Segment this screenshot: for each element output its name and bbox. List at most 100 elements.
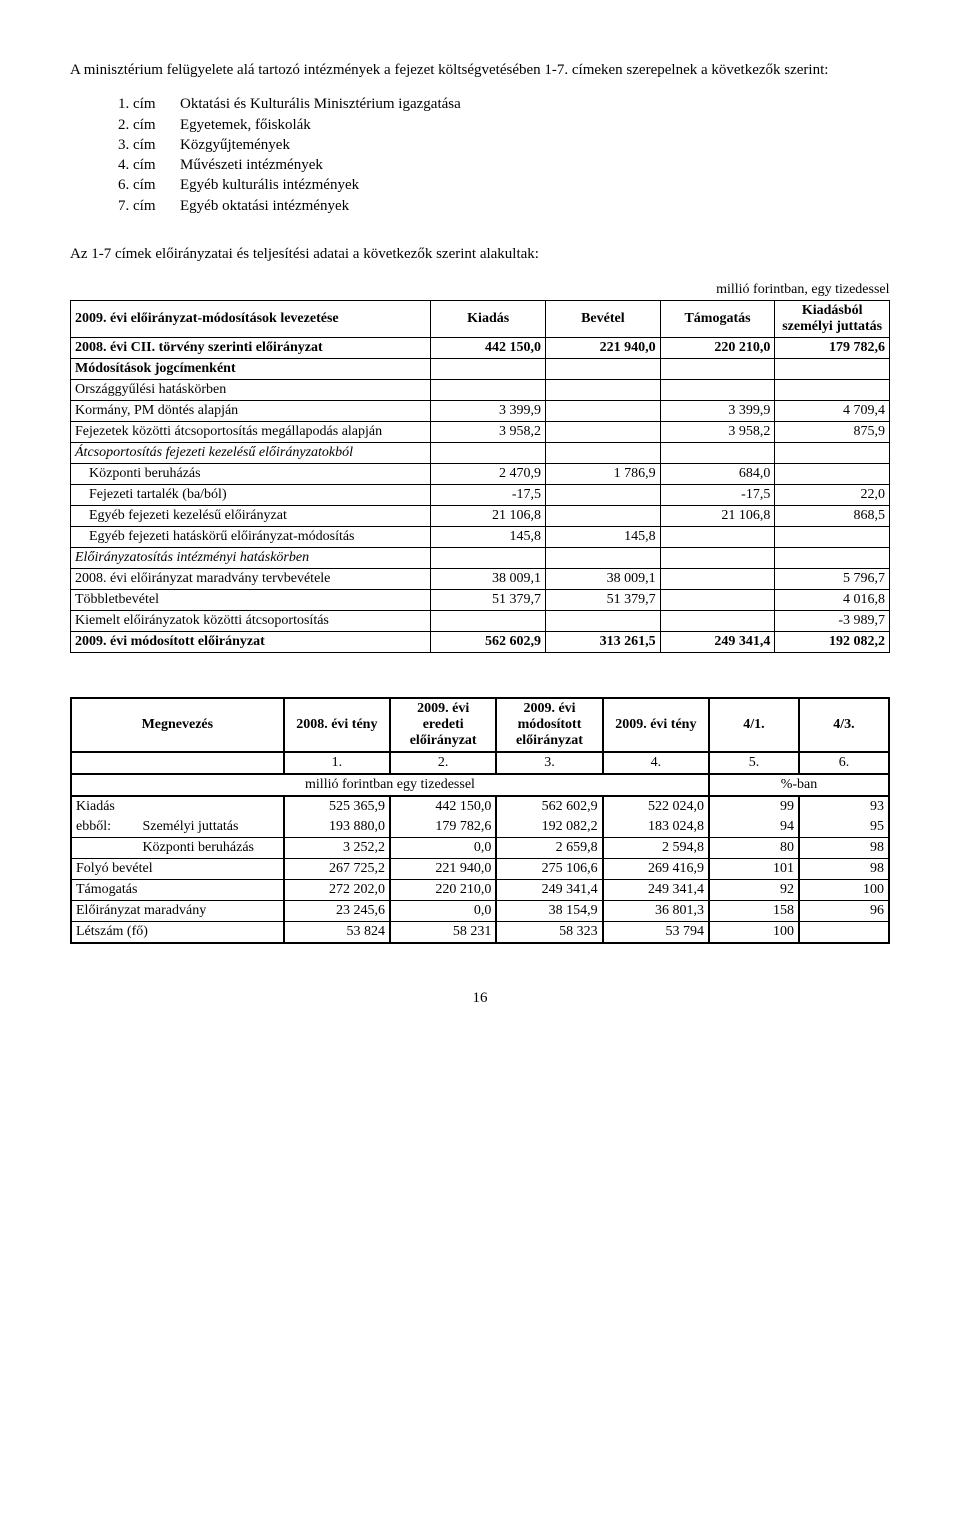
cell-value bbox=[660, 380, 775, 401]
col-header: 4/3. bbox=[799, 698, 889, 752]
row-label bbox=[71, 838, 136, 859]
cell-value: 4 016,8 bbox=[775, 590, 890, 611]
cell-value: 92 bbox=[709, 880, 799, 901]
row-label: Fejezeti tartalék (ba/ból) bbox=[71, 485, 431, 506]
list-item: 6. cím Egyéb kulturális intézmények bbox=[70, 175, 890, 195]
table-row: Fejezeti tartalék (ba/ból)-17,5-17,522,0 bbox=[71, 485, 890, 506]
cell-value: 2 659,8 bbox=[496, 838, 602, 859]
col-header: 2009. évi módosított előirányzat bbox=[496, 698, 602, 752]
cim-list: 1. cím Oktatási és Kulturális Minisztéri… bbox=[70, 94, 890, 216]
table-row: Kiadás525 365,9442 150,0562 602,9522 024… bbox=[71, 796, 889, 817]
cell-value bbox=[546, 422, 661, 443]
cell-value: 98 bbox=[799, 859, 889, 880]
cell-value bbox=[660, 359, 775, 380]
cim-number: 2. cím bbox=[70, 115, 180, 135]
table-row: ebből:Személyi juttatás193 880,0179 782,… bbox=[71, 817, 889, 838]
cell-value: 38 154,9 bbox=[496, 901, 602, 922]
cell-value bbox=[546, 506, 661, 527]
cell-value: 220 210,0 bbox=[390, 880, 496, 901]
cell-value bbox=[431, 380, 546, 401]
cell-value: 100 bbox=[709, 922, 799, 944]
cell-value: 220 210,0 bbox=[660, 338, 775, 359]
col-index: 5. bbox=[709, 752, 799, 774]
col-index: 1. bbox=[284, 752, 390, 774]
cell-value: 249 341,4 bbox=[603, 880, 709, 901]
cim-number: 3. cím bbox=[70, 135, 180, 155]
row-label: ebből: bbox=[71, 817, 136, 838]
intro-paragraph: A minisztérium felügyelete alá tartozó i… bbox=[70, 60, 890, 80]
table-row: Többletbevétel51 379,751 379,74 016,8 bbox=[71, 590, 890, 611]
row-sublabel: Központi beruházás bbox=[136, 838, 283, 859]
col-header: 2008. évi tény bbox=[284, 698, 390, 752]
cell-value: 275 106,6 bbox=[496, 859, 602, 880]
cell-value: 22,0 bbox=[775, 485, 890, 506]
cell-value: 38 009,1 bbox=[431, 569, 546, 590]
cell-value bbox=[660, 611, 775, 632]
cell-value: 53 824 bbox=[284, 922, 390, 944]
cell-value: 21 106,8 bbox=[660, 506, 775, 527]
row-label: Országgyűlési hatáskörben bbox=[71, 380, 431, 401]
table-row: 2008. évi CII. törvény szerinti előirány… bbox=[71, 338, 890, 359]
cell-value: 94 bbox=[709, 817, 799, 838]
row-label: Többletbevétel bbox=[71, 590, 431, 611]
table-row: Módosítások jogcímenként bbox=[71, 359, 890, 380]
cell-value: 1 786,9 bbox=[546, 464, 661, 485]
table-row: Országgyűlési hatáskörben bbox=[71, 380, 890, 401]
cell-value bbox=[660, 590, 775, 611]
cell-value: 3 399,9 bbox=[660, 401, 775, 422]
table-row: Előirányzat maradvány23 245,60,038 154,9… bbox=[71, 901, 889, 922]
unit-label: millió forintban egy tizedessel bbox=[71, 774, 709, 796]
cell-value: 684,0 bbox=[660, 464, 775, 485]
unit-label: %-ban bbox=[709, 774, 889, 796]
cell-value: 875,9 bbox=[775, 422, 890, 443]
cell-value: 562 602,9 bbox=[431, 632, 546, 653]
cim-number: 6. cím bbox=[70, 175, 180, 195]
table-row: Létszám (fő)53 82458 23158 32353 794100 bbox=[71, 922, 889, 944]
table-row: Támogatás272 202,0220 210,0249 341,4249 … bbox=[71, 880, 889, 901]
summary-table: Megnevezés 2008. évi tény 2009. évi ered… bbox=[70, 697, 890, 944]
cell-value: 101 bbox=[709, 859, 799, 880]
row-label: 2008. évi CII. törvény szerinti előirány… bbox=[71, 338, 431, 359]
cell-value: 179 782,6 bbox=[775, 338, 890, 359]
cim-label: Egyetemek, főiskolák bbox=[180, 115, 890, 135]
cell-value bbox=[431, 443, 546, 464]
cell-value bbox=[775, 359, 890, 380]
col-index: 4. bbox=[603, 752, 709, 774]
cell-value: 96 bbox=[799, 901, 889, 922]
table-row: Egyéb fejezeti kezelésű előirányzat21 10… bbox=[71, 506, 890, 527]
cell-value bbox=[775, 380, 890, 401]
table-row: Központi beruházás2 470,91 786,9684,0 bbox=[71, 464, 890, 485]
cell-value bbox=[775, 527, 890, 548]
cell-value: 36 801,3 bbox=[603, 901, 709, 922]
list-item: 2. cím Egyetemek, főiskolák bbox=[70, 115, 890, 135]
cim-label: Egyéb oktatási intézmények bbox=[180, 196, 890, 216]
table-row: Kormány, PM döntés alapján3 399,93 399,9… bbox=[71, 401, 890, 422]
table-row: Egyéb fejezeti hatáskörű előirányzat-mód… bbox=[71, 527, 890, 548]
row-label: Módosítások jogcímenként bbox=[71, 359, 431, 380]
cell-value bbox=[775, 464, 890, 485]
list-item: 3. cím Közgyűjtemények bbox=[70, 135, 890, 155]
cell-value: 5 796,7 bbox=[775, 569, 890, 590]
cim-number: 4. cím bbox=[70, 155, 180, 175]
cell-value: 51 379,7 bbox=[431, 590, 546, 611]
col-header: Megnevezés bbox=[71, 698, 284, 752]
cell-value: 23 245,6 bbox=[284, 901, 390, 922]
col-index: 3. bbox=[496, 752, 602, 774]
cell-value bbox=[546, 401, 661, 422]
cell-value: 267 725,2 bbox=[284, 859, 390, 880]
cell-value: 525 365,9 bbox=[284, 796, 390, 817]
cell-value bbox=[775, 548, 890, 569]
cell-value: 51 379,7 bbox=[546, 590, 661, 611]
cell-value: 93 bbox=[799, 796, 889, 817]
table-row: Központi beruházás3 252,20,02 659,82 594… bbox=[71, 838, 889, 859]
cim-number: 7. cím bbox=[70, 196, 180, 216]
cell-value: 2 470,9 bbox=[431, 464, 546, 485]
cell-value bbox=[660, 569, 775, 590]
cell-value: 3 399,9 bbox=[431, 401, 546, 422]
cim-number: 1. cím bbox=[70, 94, 180, 114]
cell-value: 80 bbox=[709, 838, 799, 859]
cell-value: 3 958,2 bbox=[660, 422, 775, 443]
cell-value bbox=[660, 548, 775, 569]
col-header: 2009. évi előirányzat-módosítások leveze… bbox=[71, 301, 431, 338]
col-header: Kiadás bbox=[431, 301, 546, 338]
